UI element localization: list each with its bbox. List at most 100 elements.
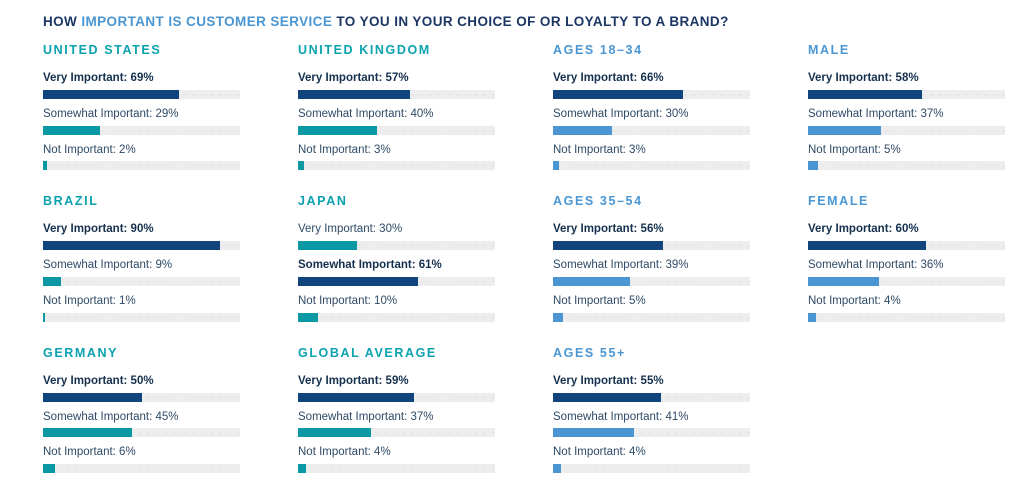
bar-track: [808, 161, 1005, 171]
bar-label: Somewhat Important: 39%: [553, 259, 689, 272]
bar-fill: [43, 276, 61, 286]
bar-label: Somewhat Important: 9%: [43, 259, 173, 272]
bar-row: Somewhat Important: 37%: [298, 411, 495, 438]
chart-block: AGES 55+ Very Important: 55% Somewhat Im…: [553, 345, 750, 474]
bar-row: Not Important: 1%: [43, 295, 240, 322]
chart-title: AGES 55+: [553, 345, 626, 360]
bar-track: [553, 276, 750, 286]
bar-track: [298, 241, 495, 251]
bar-track: [298, 428, 495, 438]
bar-row: Very Important: 60%: [808, 223, 1005, 251]
bar-label: Somewhat Important: 41%: [553, 410, 689, 423]
bar-label: Somewhat Important: 37%: [808, 107, 944, 120]
chart-column: MALE Very Important: 58% Somewhat Import…: [808, 43, 1005, 346]
bar-row: Very Important: 66%: [553, 72, 750, 99]
chart-block: GLOBAL AVERAGE Very Important: 59% Somew…: [298, 346, 495, 474]
bar-fill: [43, 241, 221, 251]
bar-row: Not Important: 3%: [553, 144, 750, 171]
bar-label: Not Important: 5%: [553, 294, 646, 307]
bar-track: [298, 464, 495, 474]
bar-row: Somewhat Important: 29%: [43, 108, 240, 135]
chart-title: UNITED STATES: [43, 43, 162, 57]
bar-track: [808, 241, 1005, 251]
bar-track: [43, 161, 240, 171]
bar-label: Very Important: 58%: [808, 72, 919, 84]
chart-block: FEMALE Very Important: 60% Somewhat Impo…: [808, 194, 1005, 322]
chart-title: AGES 35–54: [553, 194, 643, 209]
bar-row: Somewhat Important: 36%: [808, 259, 1005, 286]
chart-title: JAPAN: [298, 194, 348, 209]
bar-track: [553, 312, 750, 322]
bar-row: Not Important: 10%: [298, 295, 495, 322]
bar-track: [808, 89, 1005, 99]
bar-fill: [43, 161, 47, 171]
bar-label: Somewhat Important: 61%: [298, 259, 442, 272]
bar-row: Not Important: 5%: [808, 144, 1005, 171]
bar-track: [553, 125, 750, 135]
bar-label: Somewhat Important: 29%: [43, 107, 179, 120]
bar-label: Very Important: 57%: [298, 72, 409, 84]
bar-row: Very Important: 30%: [298, 223, 495, 251]
bar-label: Not Important: 5%: [808, 143, 901, 156]
chart-block: BRAZIL Very Important: 90% Somewhat Impo…: [43, 194, 240, 322]
bar-label: Not Important: 4%: [298, 446, 391, 459]
bar-label: Not Important: 3%: [298, 143, 391, 156]
bar-row: Somewhat Important: 39%: [553, 259, 750, 286]
bar-track: [298, 392, 495, 402]
bar-row: Very Important: 57%: [298, 72, 495, 99]
bar-fill: [43, 125, 101, 135]
bar-label: Somewhat Important: 36%: [808, 259, 944, 272]
bar-track: [298, 312, 495, 322]
bar-label: Somewhat Important: 45%: [43, 410, 179, 423]
bar-fill: [298, 428, 371, 438]
bar-fill: [553, 464, 561, 474]
bar-track: [43, 89, 240, 99]
bar-track: [298, 125, 495, 135]
bar-track: [298, 276, 495, 286]
title-prefix: HOW: [43, 14, 82, 29]
bar-fill: [298, 464, 306, 474]
bar-track: [298, 161, 495, 171]
bar-row: Very Important: 59%: [298, 375, 495, 402]
bar-fill: [298, 241, 358, 251]
title-suffix: TO YOU IN YOUR CHOICE OF OR LOYALTY TO A…: [332, 14, 729, 29]
chart-title: UNITED KINGDOM: [298, 43, 431, 57]
bar-row: Somewhat Important: 61%: [298, 259, 495, 286]
bar-fill: [298, 392, 415, 402]
chart-title: MALE: [808, 43, 850, 57]
bar-fill: [808, 161, 818, 171]
chart-column: UNITED STATES Very Important: 69% Somewh…: [43, 43, 240, 497]
bar-fill: [298, 89, 411, 99]
bar-track: [553, 392, 750, 402]
bar-row: Not Important: 3%: [298, 144, 495, 171]
bar-fill: [43, 428, 132, 438]
bar-row: Not Important: 4%: [553, 446, 750, 474]
bar-track: [298, 89, 495, 99]
bar-fill: [43, 312, 45, 322]
bar-label: Not Important: 4%: [808, 294, 901, 307]
bar-row: Not Important: 2%: [43, 144, 240, 171]
bar-track: [553, 89, 750, 99]
bar-fill: [553, 276, 630, 286]
bar-fill: [298, 312, 318, 322]
charts-grid: UNITED STATES Very Important: 69% Somewh…: [43, 43, 1033, 497]
bar-fill: [43, 89, 179, 99]
chart-block: GERMANY Very Important: 50% Somewhat Imp…: [43, 346, 240, 474]
bar-label: Very Important: 30%: [298, 223, 403, 236]
bar-track: [553, 241, 750, 251]
chart-block: UNITED STATES Very Important: 69% Somewh…: [43, 43, 240, 171]
bar-fill: [553, 312, 563, 322]
bar-track: [43, 428, 240, 438]
bar-fill: [553, 161, 559, 171]
chart-block: JAPAN Very Important: 30% Somewhat Impor…: [298, 194, 495, 322]
chart-title: FEMALE: [808, 194, 869, 209]
bar-row: Not Important: 4%: [298, 446, 495, 474]
bar-row: Very Important: 58%: [808, 72, 1005, 99]
bar-row: Very Important: 90%: [43, 223, 240, 251]
bar-label: Somewhat Important: 30%: [553, 107, 689, 120]
bar-track: [43, 276, 240, 286]
bar-track: [808, 276, 1005, 286]
bar-track: [553, 464, 750, 474]
bar-row: Somewhat Important: 41%: [553, 411, 750, 438]
